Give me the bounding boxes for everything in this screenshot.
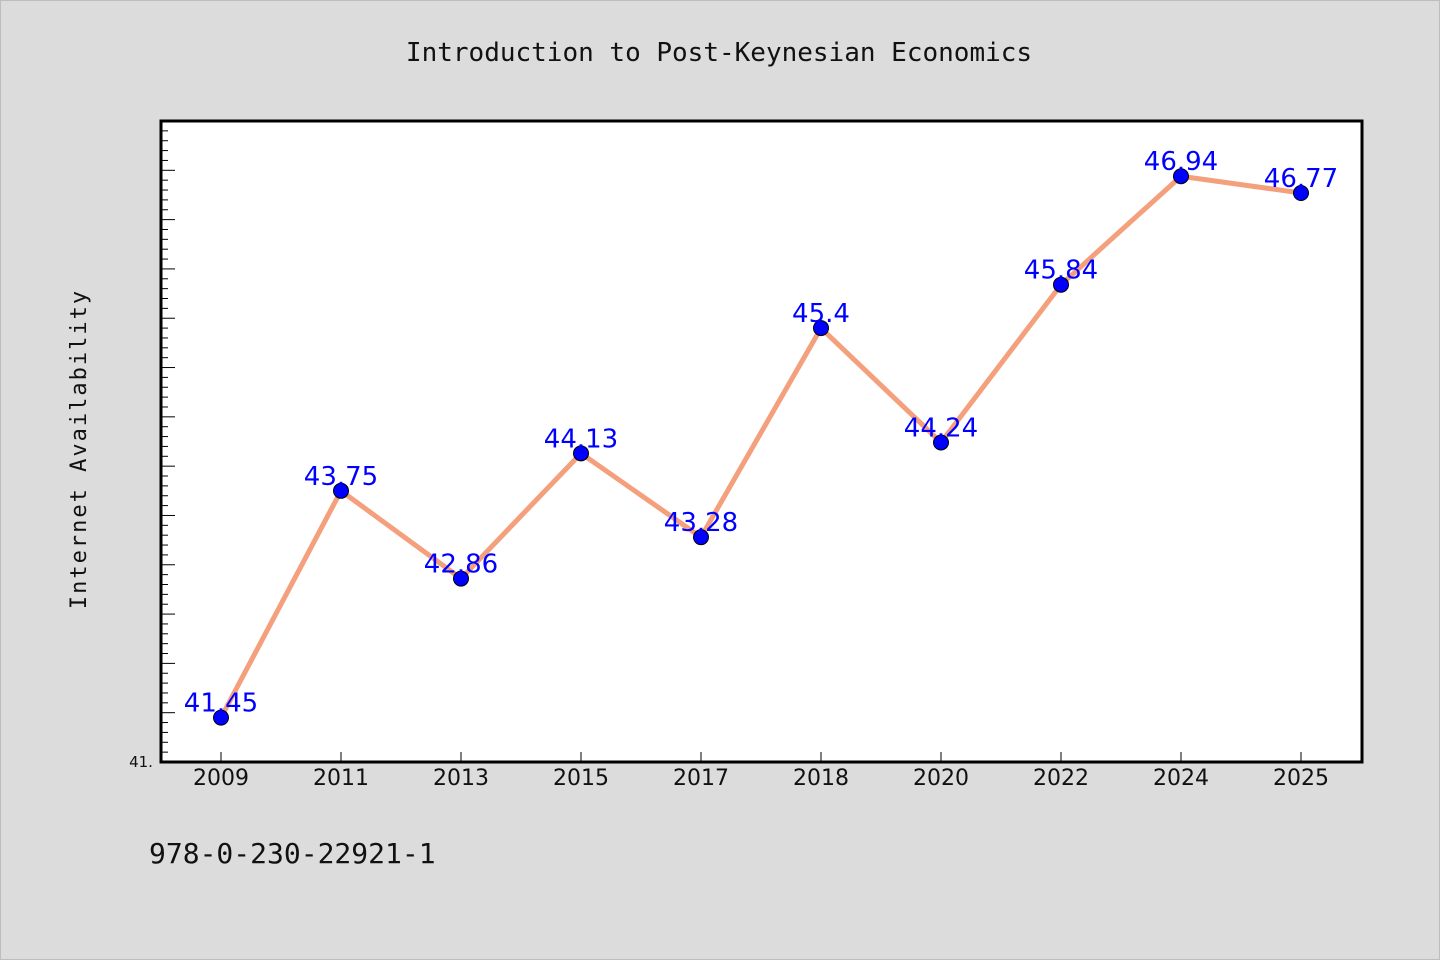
x-tick-label: 2020: [913, 766, 969, 791]
x-tick-label: 2017: [673, 766, 729, 791]
data-point-label: 44.13: [544, 424, 618, 454]
data-point-label: 43.75: [304, 462, 378, 492]
x-axis-ticks: 2009 2011 2013 2015 2017 2018 2020 2022 2024 2025: [193, 752, 1329, 791]
x-tick-label: 2018: [793, 766, 849, 791]
data-point-label: 41.45: [184, 689, 258, 719]
data-point-marker: [693, 529, 709, 546]
data-point-marker: [1053, 276, 1069, 293]
x-tick-label: 2015: [553, 766, 609, 791]
data-point-label: 45.84: [1024, 256, 1098, 286]
data-point-label: 44.24: [904, 413, 978, 443]
data-point-label: 45.4: [792, 299, 850, 329]
data-point-label: 43.28: [664, 508, 738, 538]
x-tick-label: 2013: [433, 766, 489, 791]
x-tick-label: 2022: [1033, 766, 1089, 791]
y-tick-label-min: 41.: [129, 753, 153, 771]
plot-area: [159, 119, 1364, 764]
data-point-marker: [813, 320, 829, 337]
series-line: [218, 173, 1304, 721]
data-point-marker: [333, 482, 349, 499]
data-point-marker: [213, 709, 229, 726]
data-markers: [213, 168, 1309, 726]
data-point-marker: [453, 570, 469, 587]
data-point-marker: [573, 445, 589, 462]
data-point-label: 42.86: [424, 550, 498, 580]
x-tick-label: 2025: [1273, 766, 1329, 791]
data-labels: 41.45 43.75 42.86 44.13 43.28 45.4 44.24 45.84 4…: [184, 147, 1338, 718]
x-tick-label: 2024: [1153, 766, 1209, 791]
chart-title: Introduction to Post-Keynesian Economics: [406, 38, 1032, 68]
y-axis-ticks: [161, 130, 175, 753]
data-point-label: 46.94: [1144, 147, 1218, 177]
data-point-marker: [933, 434, 949, 451]
data-point-marker: [1173, 168, 1189, 185]
y-axis-label: Internet Availability: [67, 289, 92, 609]
x-tick-label: 2009: [193, 766, 249, 791]
data-point-label: 46.77: [1264, 164, 1338, 194]
x-tick-label: 2011: [313, 766, 369, 791]
data-point-marker: [1293, 184, 1309, 201]
isbn-footer: 978-0-230-22921-1: [149, 837, 436, 870]
